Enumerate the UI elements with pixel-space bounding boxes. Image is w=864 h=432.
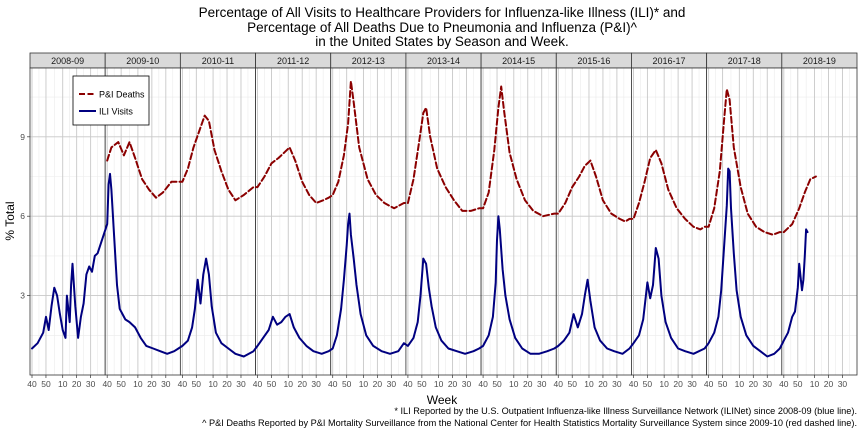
x-tick-label: 10 <box>810 379 820 389</box>
ili-visits-line <box>31 167 809 358</box>
season-label: 2016-17 <box>653 56 686 66</box>
season-panel <box>255 67 332 376</box>
x-tick-label: 10 <box>208 379 218 389</box>
y-axis-label: % Total <box>3 201 17 240</box>
series-lines <box>31 80 817 358</box>
x-tick-label: 10 <box>584 379 594 389</box>
x-tick-label: 40 <box>253 379 263 389</box>
x-tick-label: 20 <box>523 379 533 389</box>
season-label: 2014-15 <box>502 56 535 66</box>
title-line-3: in the United States by Season and Week. <box>315 34 568 49</box>
x-tick-label: 40 <box>478 379 488 389</box>
x-tick-label: 20 <box>72 379 82 389</box>
season-panels <box>29 67 858 376</box>
x-tick-label: 10 <box>284 379 294 389</box>
x-tick-label: 50 <box>567 379 577 389</box>
season-label: 2013-14 <box>427 56 460 66</box>
x-tick-label: 40 <box>403 379 413 389</box>
x-tick-label: 20 <box>222 379 232 389</box>
x-tick-label: 10 <box>735 379 745 389</box>
season-strips: 2008-09 2009-10 2010-11 2011-12 2012-13 2013-… <box>29 52 858 69</box>
season-label: 2009-10 <box>126 56 159 66</box>
x-tick-label: 40 <box>102 379 112 389</box>
x-tick-label: 40 <box>629 379 639 389</box>
footnote-ili: * ILI Reported by the U.S. Outpatient In… <box>394 406 857 416</box>
season-label: 2015-16 <box>577 56 610 66</box>
x-tick-label: 20 <box>147 379 157 389</box>
season-panel <box>706 67 783 376</box>
x-axis-label: Week <box>427 393 458 407</box>
title-line-2: Percentage of All Deaths Due to Pneumoni… <box>247 20 637 35</box>
y-tick-label: 3 <box>20 291 25 301</box>
season-label: 2017-18 <box>728 56 761 66</box>
legend-ili-label: ILI Visits <box>99 107 133 117</box>
x-tick-label: 20 <box>673 379 683 389</box>
x-tick-label: 30 <box>763 379 773 389</box>
title-line-1: Percentage of All Visits to Healthcare P… <box>199 5 686 20</box>
x-tick-label: 30 <box>838 379 848 389</box>
x-tick-label: 10 <box>133 379 143 389</box>
legend: P&I Deaths ILI Visits <box>72 75 150 126</box>
x-tick-label: 10 <box>58 379 68 389</box>
y-tick-label: 6 <box>20 211 25 221</box>
season-panel <box>631 67 708 376</box>
x-tick-label: 50 <box>342 379 352 389</box>
x-tick-label: 30 <box>612 379 622 389</box>
x-tick-label: 30 <box>462 379 472 389</box>
season-panel <box>29 67 106 376</box>
x-tick-label: 40 <box>779 379 789 389</box>
footnote-pi: ^ P&I Deaths Reported by P&I Mortality S… <box>202 418 857 428</box>
x-tick-label: 20 <box>373 379 383 389</box>
x-tick-label: 50 <box>718 379 728 389</box>
season-label: 2012-13 <box>352 56 385 66</box>
season-label: 2010-11 <box>202 56 234 66</box>
x-tick-label: 20 <box>448 379 458 389</box>
x-tick-label: 40 <box>704 379 714 389</box>
x-tick-label: 50 <box>192 379 202 389</box>
x-tick-label: 10 <box>659 379 669 389</box>
x-tick-label: 20 <box>824 379 834 389</box>
x-tick-label: 10 <box>509 379 519 389</box>
x-tick-label: 10 <box>434 379 444 389</box>
y-tick-label: 9 <box>20 132 25 142</box>
season-label: 2008-09 <box>51 56 84 66</box>
season-panel <box>480 67 557 376</box>
legend-pi-label: P&I Deaths <box>99 90 145 100</box>
x-axis: 40 50 10 20 30 40 50 10 20 30 40 50 10 20 30 40 50 10 20 30… <box>27 375 847 389</box>
footnotes: * ILI Reported by the U.S. Outpatient In… <box>202 406 857 428</box>
x-tick-label: 10 <box>359 379 369 389</box>
x-tick-label: 30 <box>537 379 547 389</box>
x-tick-label: 30 <box>236 379 246 389</box>
season-label: 2011-12 <box>277 56 309 66</box>
season-label: 2018-19 <box>803 56 836 66</box>
season-panel <box>555 67 632 376</box>
season-panel <box>405 67 482 376</box>
x-tick-label: 40 <box>328 379 338 389</box>
x-tick-label: 40 <box>178 379 188 389</box>
x-tick-label: 50 <box>267 379 277 389</box>
x-tick-label: 30 <box>161 379 171 389</box>
x-tick-label: 30 <box>86 379 96 389</box>
x-tick-label: 50 <box>793 379 803 389</box>
x-tick-label: 50 <box>643 379 653 389</box>
x-tick-label: 50 <box>492 379 502 389</box>
season-panel <box>330 67 407 376</box>
x-tick-label: 20 <box>749 379 759 389</box>
legend-box <box>72 75 150 126</box>
y-axis: 3 6 9 <box>20 132 30 301</box>
x-tick-label: 30 <box>387 379 397 389</box>
chart-title: Percentage of All Visits to Healthcare P… <box>199 5 686 49</box>
x-tick-label: 50 <box>41 379 51 389</box>
x-tick-label: 30 <box>687 379 697 389</box>
x-tick-label: 50 <box>417 379 427 389</box>
x-tick-label: 20 <box>297 379 307 389</box>
x-tick-label: 50 <box>116 379 126 389</box>
pi-deaths-line <box>106 80 817 236</box>
x-tick-label: 40 <box>27 379 37 389</box>
x-tick-label: 20 <box>598 379 608 389</box>
x-tick-label: 30 <box>311 379 321 389</box>
x-tick-label: 40 <box>554 379 564 389</box>
